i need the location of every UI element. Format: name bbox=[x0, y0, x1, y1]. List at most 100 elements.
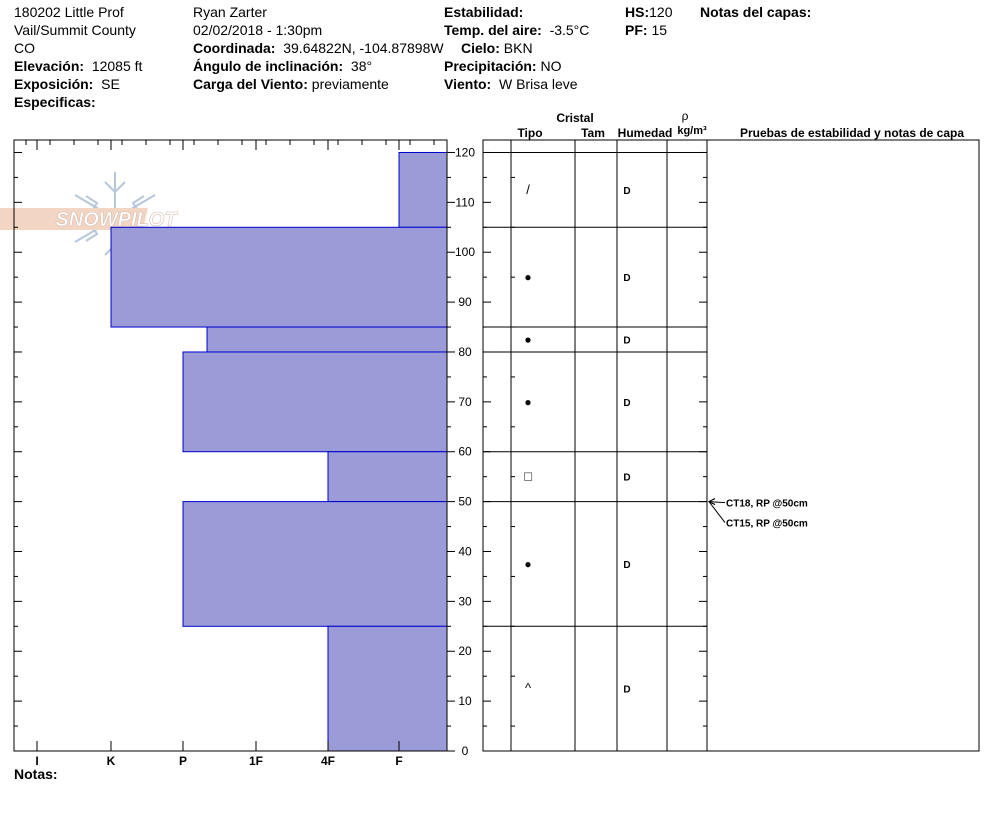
hardness-bar-3 bbox=[182, 351, 448, 453]
wind-row: Viento: W Brisa leve bbox=[444, 75, 589, 93]
hs-row: HS:120 bbox=[625, 3, 672, 21]
depth-tick-label: 0 bbox=[462, 744, 469, 758]
aspect-value: SE bbox=[101, 76, 120, 92]
crystal-type-symbol: □ bbox=[524, 469, 532, 484]
wind-label: Viento: bbox=[444, 76, 492, 92]
precip-row: Precipitación: NO bbox=[444, 57, 589, 75]
moisture-value: D bbox=[623, 186, 630, 197]
conditions-info: Estabilidad: Temp. del aire: -3.5°C Ciel… bbox=[444, 3, 589, 93]
pf-row: PF: 15 bbox=[625, 21, 672, 39]
slope-label: Ángulo de inclinación: bbox=[193, 58, 344, 74]
depth-tick-label: 120 bbox=[455, 145, 475, 159]
coord-value: 39.64822N, -104.87898W bbox=[283, 40, 444, 56]
sky-value: BKN bbox=[503, 40, 533, 56]
layer-notes-label: Notas del capas: bbox=[700, 4, 812, 20]
pf-label: PF: bbox=[625, 22, 648, 38]
hardness-bar-2 bbox=[206, 326, 448, 353]
hardness-bars bbox=[110, 151, 448, 752]
wind-loading-label: Carga del Viento: bbox=[193, 76, 308, 92]
hardness-tick-label: P bbox=[179, 754, 187, 768]
test-pointer bbox=[708, 501, 726, 504]
elevation-label: Elevación: bbox=[14, 58, 85, 74]
crystal-type-symbol: ● bbox=[524, 270, 531, 284]
moisture-value: D bbox=[623, 398, 630, 409]
hardness-bar-5 bbox=[182, 501, 448, 627]
observer-name: Ryan Zarter bbox=[193, 4, 267, 20]
depth-tick-label: 50 bbox=[458, 495, 472, 509]
tests-header: Pruebas de estabilidad y notas de capa bbox=[740, 126, 964, 140]
site-name: 180202 Little Prof bbox=[14, 4, 124, 20]
depth-tick-label: 110 bbox=[455, 195, 474, 209]
air-temp-value: -3.5°C bbox=[549, 22, 590, 38]
test-label: CT15, RP @50cm bbox=[726, 519, 808, 530]
hardness-tick-label: 1F bbox=[249, 754, 263, 768]
pf-value: 15 bbox=[651, 22, 668, 38]
depth-tick-label: 40 bbox=[458, 544, 472, 558]
crystal-type-symbol: / bbox=[526, 182, 530, 197]
moisture-value: D bbox=[623, 685, 630, 696]
hardness-tick-label: F bbox=[395, 754, 402, 768]
column-headers: Cristal Tipo Tam Humedad ρ kg/m³ Pruebas… bbox=[517, 109, 964, 140]
test-pointer bbox=[708, 501, 726, 523]
depth-tick-label: 90 bbox=[458, 295, 472, 309]
crystal-type-symbol: ● bbox=[524, 395, 531, 409]
test-label: CT18, RP @50cm bbox=[726, 499, 808, 510]
density-symbol: ρ bbox=[682, 109, 689, 123]
hardness-bar-4 bbox=[327, 451, 448, 503]
moisture-value: D bbox=[623, 560, 630, 571]
crystal-type-symbol: ^ bbox=[525, 681, 532, 696]
hardness-axis: I K P 1F 4F F bbox=[25, 140, 435, 768]
site-location: Vail/Summit County bbox=[14, 22, 136, 38]
elevation-row: Elevación: 12085 ft bbox=[14, 57, 142, 75]
logo-band bbox=[0, 208, 148, 230]
wind-value: W Brisa leve bbox=[498, 76, 578, 92]
hardness-tick-label: K bbox=[107, 754, 116, 768]
site-state: CO bbox=[14, 40, 35, 56]
observer-info: Ryan Zarter 02/02/2018 - 1:30pm Coordina… bbox=[193, 3, 444, 93]
hardness-bar-0 bbox=[398, 151, 448, 228]
crystal-header: Cristal bbox=[556, 111, 593, 125]
coord-label: Coordinada: bbox=[193, 40, 276, 56]
specifics-label: Especificas: bbox=[14, 94, 96, 110]
slope-row: Ángulo de inclinación: 38° bbox=[193, 57, 444, 75]
size-header: Tam bbox=[581, 126, 605, 140]
moisture-header: Humedad bbox=[618, 126, 673, 140]
logo-text: SNOWPILOT bbox=[55, 209, 178, 231]
hardness-bar-1 bbox=[110, 226, 448, 328]
precip-label: Precipitación: bbox=[444, 58, 537, 74]
air-temp-row: Temp. del aire: -3.5°C bbox=[444, 21, 589, 39]
stability-tests: CT18, RP @50cm CT15, RP @50cm bbox=[707, 498, 808, 530]
depth-tick-label: 30 bbox=[458, 594, 472, 608]
layer-table-frame bbox=[482, 139, 980, 752]
hardness-tick-label: I bbox=[35, 754, 38, 768]
density-unit: kg/m³ bbox=[677, 125, 707, 137]
stability-row: Estabilidad: bbox=[444, 3, 589, 21]
wind-loading-value: previamente bbox=[311, 76, 389, 92]
depth-tick-label: 100 bbox=[455, 245, 475, 259]
moisture-value: D bbox=[623, 336, 630, 347]
type-header: Tipo bbox=[517, 126, 542, 140]
depth-tick-label: 20 bbox=[458, 644, 472, 658]
layer-table: / D ● D ● D ● D □ D ● D ^ D bbox=[482, 139, 980, 752]
depth-tick-label: 70 bbox=[458, 395, 472, 409]
hs-label: HS: bbox=[625, 4, 650, 20]
sky-row: Cielo: BKN bbox=[444, 39, 589, 57]
elevation-value: 12085 ft bbox=[91, 58, 143, 74]
hardness-plot-frame bbox=[13, 139, 448, 752]
notes-label: Notas: bbox=[14, 766, 58, 782]
moisture-value: D bbox=[623, 273, 630, 284]
site-info: 180202 Little Prof Vail/Summit County CO… bbox=[14, 3, 142, 111]
notes-row: Notas: bbox=[14, 765, 58, 783]
observation-datetime: 02/02/2018 - 1:30pm bbox=[193, 22, 323, 38]
specifics-row: Especificas: bbox=[14, 93, 142, 111]
layer-notes-heading: Notas del capas: bbox=[700, 3, 811, 21]
snowpack-info: HS:120 PF: 15 bbox=[625, 3, 672, 39]
wind-loading-row: Carga del Viento: previamente bbox=[193, 75, 444, 93]
depth-tick-label: 60 bbox=[458, 445, 472, 459]
sky-label: Cielo: bbox=[461, 40, 500, 56]
aspect-label: Exposición: bbox=[14, 76, 94, 92]
hardness-bar-6 bbox=[327, 625, 448, 752]
crystal-type-symbol: ● bbox=[524, 557, 531, 571]
depth-tick-label: 10 bbox=[458, 694, 472, 708]
